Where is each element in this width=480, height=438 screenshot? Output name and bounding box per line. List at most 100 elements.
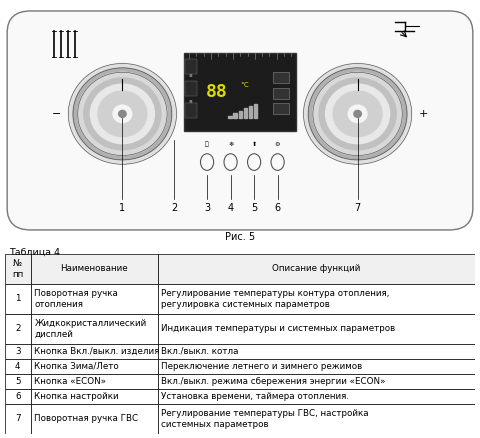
Text: Установка времени, таймера отопления.: Установка времени, таймера отопления. bbox=[161, 392, 349, 401]
Text: 1: 1 bbox=[120, 203, 125, 213]
FancyBboxPatch shape bbox=[7, 11, 473, 230]
Bar bbox=[31, 404, 157, 434]
Text: Поворотная ручка
отопления: Поворотная ручка отопления bbox=[35, 289, 118, 309]
Bar bbox=[233, 113, 237, 118]
Text: Описание функций: Описание функций bbox=[272, 264, 360, 273]
Bar bbox=[273, 72, 289, 83]
Text: ⏻: ⏻ bbox=[205, 142, 209, 147]
Bar bbox=[228, 116, 231, 118]
Text: 4: 4 bbox=[15, 362, 21, 371]
Text: ▪: ▪ bbox=[189, 98, 192, 103]
Text: Таблица 4: Таблица 4 bbox=[10, 248, 60, 257]
Text: 3: 3 bbox=[204, 203, 210, 213]
Bar bbox=[157, 344, 475, 359]
Circle shape bbox=[333, 91, 382, 137]
Text: ❄: ❄ bbox=[228, 142, 233, 147]
Circle shape bbox=[84, 78, 161, 150]
Text: Кнопка Вкл./выкл. изделия: Кнопка Вкл./выкл. изделия bbox=[35, 347, 160, 356]
Circle shape bbox=[68, 64, 177, 164]
Text: Регулирование температуры ГВС, настройка
системных параметров: Регулирование температуры ГВС, настройка… bbox=[161, 409, 369, 429]
Text: Наименование: Наименование bbox=[60, 264, 128, 273]
Text: 7: 7 bbox=[15, 414, 21, 423]
Text: Рис. 5: Рис. 5 bbox=[225, 232, 255, 241]
Text: Поворотная ручка ГВС: Поворотная ручка ГВС bbox=[35, 414, 139, 423]
Bar bbox=[5, 374, 31, 389]
Text: +: + bbox=[183, 109, 193, 119]
Text: 2: 2 bbox=[15, 324, 21, 333]
Text: Вкл./выкл. режима сбережения энергии «ECON»: Вкл./выкл. режима сбережения энергии «EC… bbox=[161, 377, 386, 386]
Bar bbox=[31, 344, 157, 359]
Text: 2: 2 bbox=[171, 203, 177, 213]
Text: 6: 6 bbox=[15, 392, 21, 401]
Bar bbox=[31, 359, 157, 374]
Bar bbox=[5, 404, 31, 434]
Bar bbox=[185, 59, 197, 74]
Bar bbox=[31, 254, 157, 284]
Bar bbox=[249, 106, 252, 118]
Text: Вкл./выкл. котла: Вкл./выкл. котла bbox=[161, 347, 239, 356]
Bar bbox=[185, 103, 197, 118]
Text: Жидкокристаллический
дисплей: Жидкокристаллический дисплей bbox=[35, 319, 147, 339]
Bar bbox=[273, 103, 289, 114]
Text: ▪: ▪ bbox=[189, 85, 192, 90]
Bar bbox=[157, 374, 475, 389]
Bar bbox=[31, 314, 157, 344]
Text: ⬆: ⬆ bbox=[252, 142, 257, 147]
Bar bbox=[254, 104, 257, 118]
Text: ▪: ▪ bbox=[189, 92, 192, 96]
Circle shape bbox=[313, 72, 402, 155]
Circle shape bbox=[325, 84, 390, 144]
Bar bbox=[31, 284, 157, 314]
Text: 5: 5 bbox=[251, 203, 257, 213]
Text: Кнопка настройки: Кнопка настройки bbox=[35, 392, 119, 401]
Text: ℃: ℃ bbox=[241, 82, 249, 88]
Bar bbox=[157, 389, 475, 404]
Text: ▪: ▪ bbox=[189, 72, 192, 77]
Text: ▪: ▪ bbox=[189, 103, 192, 107]
Bar bbox=[273, 88, 289, 99]
Bar bbox=[5, 284, 31, 314]
Bar bbox=[157, 314, 475, 344]
Text: Кнопка «ECON»: Кнопка «ECON» bbox=[35, 377, 107, 386]
Text: Переключение летнего и зимнего режимов: Переключение летнего и зимнего режимов bbox=[161, 362, 363, 371]
Text: 5: 5 bbox=[15, 377, 21, 386]
Bar bbox=[157, 359, 475, 374]
Text: 7: 7 bbox=[354, 203, 361, 213]
Circle shape bbox=[303, 64, 412, 164]
Text: 4: 4 bbox=[228, 203, 234, 213]
Text: 1: 1 bbox=[15, 294, 21, 303]
Bar bbox=[244, 108, 247, 118]
Bar bbox=[31, 374, 157, 389]
Text: ▪: ▪ bbox=[189, 81, 192, 85]
Text: 6: 6 bbox=[275, 203, 281, 213]
Text: Индикация температуры и системных параметров: Индикация температуры и системных параме… bbox=[161, 324, 396, 333]
Bar bbox=[5, 314, 31, 344]
Text: №
пп: № пп bbox=[12, 259, 24, 279]
Circle shape bbox=[113, 105, 132, 123]
Bar bbox=[185, 81, 197, 96]
Bar bbox=[5, 254, 31, 284]
Circle shape bbox=[98, 91, 147, 137]
Circle shape bbox=[78, 72, 167, 155]
Text: ⚙: ⚙ bbox=[275, 142, 280, 147]
Text: 3: 3 bbox=[15, 347, 21, 356]
Circle shape bbox=[354, 110, 361, 117]
Text: −: − bbox=[287, 109, 297, 119]
Bar bbox=[157, 284, 475, 314]
Bar bbox=[5, 389, 31, 404]
Text: +: + bbox=[419, 109, 428, 119]
Text: −: − bbox=[52, 109, 61, 119]
Text: Кнопка Зима/Лето: Кнопка Зима/Лето bbox=[35, 362, 119, 371]
Bar bbox=[5, 359, 31, 374]
Bar bbox=[183, 53, 297, 131]
Circle shape bbox=[73, 68, 172, 160]
Bar bbox=[239, 111, 242, 118]
Bar bbox=[157, 254, 475, 284]
Circle shape bbox=[319, 78, 396, 150]
Circle shape bbox=[119, 110, 126, 117]
Circle shape bbox=[308, 68, 407, 160]
Bar bbox=[31, 389, 157, 404]
Bar bbox=[5, 344, 31, 359]
Circle shape bbox=[90, 84, 155, 144]
Text: Регулирование температуры контура отопления,
регулировка системных параметров: Регулирование температуры контура отопле… bbox=[161, 289, 390, 309]
